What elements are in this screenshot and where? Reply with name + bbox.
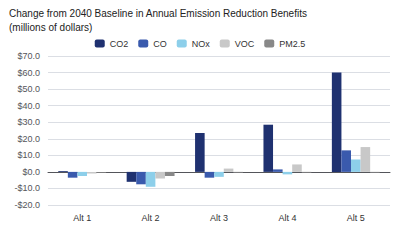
svg-text:Change from 2040 Baseline in A: Change from 2040 Baseline in Annual Emis… [9,8,307,19]
svg-text:$50.0: $50.0 [17,84,40,94]
svg-text:-$20.0: -$20.0 [14,200,40,210]
svg-text:$0.0: $0.0 [22,167,40,177]
svg-text:$10.0: $10.0 [17,150,40,160]
svg-text:CO2: CO2 [110,39,129,49]
svg-text:(millions of dollars): (millions of dollars) [9,22,92,33]
svg-text:VOC: VOC [235,39,255,49]
svg-text:Alt 1: Alt 1 [73,213,91,223]
svg-text:$20.0: $20.0 [17,134,40,144]
svg-text:Alt 2: Alt 2 [142,213,160,223]
svg-text:Alt 4: Alt 4 [278,213,296,223]
svg-text:Alt 3: Alt 3 [210,213,228,223]
svg-text:$40.0: $40.0 [17,101,40,111]
svg-text:CO: CO [153,39,167,49]
svg-text:$70.0: $70.0 [17,51,40,61]
svg-text:NOx: NOx [192,39,211,49]
svg-text:PM2.5: PM2.5 [279,39,305,49]
svg-text:$60.0: $60.0 [17,68,40,78]
svg-text:-$10.0: -$10.0 [14,183,40,193]
svg-text:Alt 5: Alt 5 [347,213,365,223]
svg-text:$30.0: $30.0 [17,117,40,127]
